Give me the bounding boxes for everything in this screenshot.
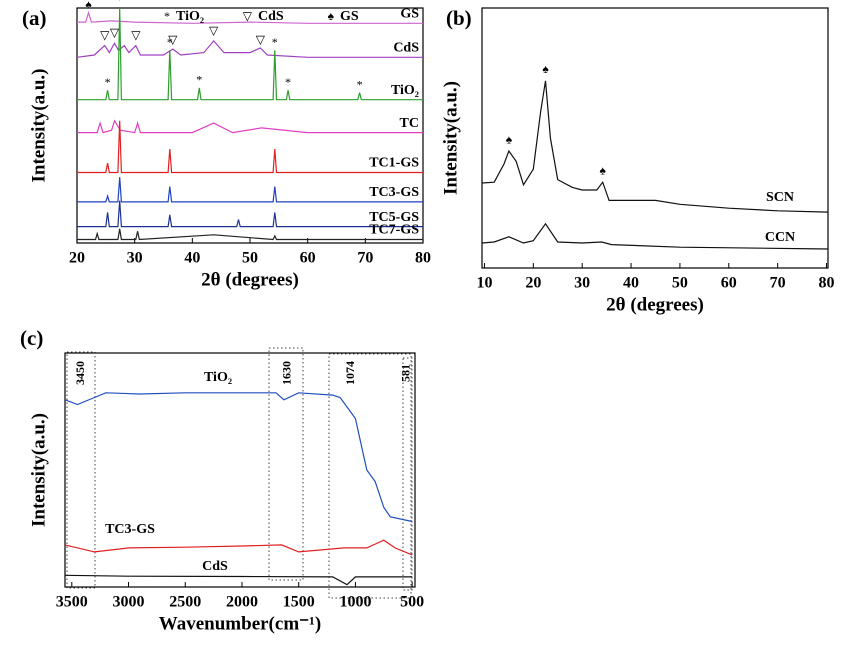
- legend-label: CdS: [258, 9, 284, 24]
- series-label: TiO₂: [391, 83, 419, 98]
- spectrum-line: [76, 39, 423, 58]
- x-axis-title: 2θ (degrees): [201, 269, 299, 290]
- peak-marker: ▽: [100, 28, 110, 42]
- series-label: CdS: [393, 41, 419, 56]
- x-tick-label: 40: [184, 250, 200, 267]
- x-axis-title: 2θ (degrees): [606, 294, 704, 315]
- x-tick-label: 50: [672, 275, 688, 292]
- peak-marker: ▽: [110, 26, 120, 40]
- spectrum-line: [64, 392, 413, 523]
- peak-marker: *: [196, 73, 202, 87]
- legend-label: TiO₂: [176, 9, 204, 24]
- peak-marker: ♠: [506, 132, 513, 146]
- plot-frame: [481, 7, 829, 269]
- peak-label: 1074: [343, 361, 357, 385]
- x-tick-label: 30: [574, 275, 590, 292]
- legend-symbol: ▽: [243, 9, 253, 23]
- spectrum-line: [77, 120, 423, 174]
- peak-marker: *: [117, 0, 123, 7]
- panel-label: (c): [20, 326, 43, 350]
- x-tick-label: 20: [525, 275, 541, 292]
- series-label: TC3-GS: [105, 522, 155, 537]
- peak-marker: ♠: [600, 164, 607, 178]
- x-tick-label: 3500: [56, 594, 88, 611]
- x-tick-label: 10: [476, 275, 492, 292]
- series-label: SCN: [766, 190, 794, 205]
- plot-frame: [64, 352, 416, 588]
- peak-label: 581: [399, 364, 413, 382]
- peak-marker: ♠: [542, 62, 549, 76]
- band-box: [328, 353, 412, 599]
- spectrum-line: [77, 228, 423, 241]
- x-tick-label: 40: [623, 275, 639, 292]
- x-tick-label: 60: [721, 275, 737, 292]
- x-tick-label: 3000: [113, 594, 145, 611]
- series-label: GS: [400, 6, 419, 21]
- series-label: TC7-GS: [369, 223, 419, 238]
- spectrum-line: [64, 539, 413, 556]
- peak-marker: *: [272, 35, 278, 49]
- spectrum-line: [64, 574, 413, 586]
- x-tick-label: 80: [415, 250, 431, 267]
- series-label: TC: [400, 116, 419, 131]
- peak-marker: *: [285, 75, 291, 89]
- series-label: CCN: [765, 230, 795, 245]
- peak-marker: ▽: [256, 33, 266, 47]
- band-box: [402, 357, 413, 591]
- peak-marker: *: [105, 75, 111, 89]
- x-tick-label: 20: [69, 250, 85, 267]
- peak-marker: ▽: [209, 23, 219, 37]
- x-axis-title: Wavenumber(cm⁻¹): [159, 613, 321, 634]
- peak-label: 1630: [280, 361, 294, 385]
- spectrum-line: [481, 222, 829, 250]
- peak-marker: ♠: [85, 0, 92, 11]
- x-tick-label: 70: [357, 250, 373, 267]
- x-tick-label: 2500: [169, 594, 201, 611]
- x-tick-label: 500: [400, 594, 424, 611]
- y-axis-title: Intensity(a.u.): [28, 413, 49, 527]
- spectrum-line: [77, 7, 423, 101]
- panel-label: (a): [22, 6, 47, 30]
- x-tick-label: 70: [770, 275, 786, 292]
- peak-marker: *: [167, 35, 173, 49]
- x-tick-label: 50: [242, 250, 258, 267]
- panel-label: (b): [446, 6, 472, 30]
- x-tick-label: 1500: [283, 594, 315, 611]
- series-label: TC5-GS: [369, 210, 419, 225]
- spectrum-line: [77, 200, 423, 228]
- legend-label: GS: [340, 9, 359, 24]
- x-tick-label: 60: [300, 250, 316, 267]
- x-tick-label: 2000: [226, 594, 258, 611]
- legend-symbol: ♠: [328, 9, 335, 23]
- spectrum-line: [77, 119, 423, 134]
- x-tick-label: 30: [127, 250, 143, 267]
- peak-marker: ▽: [168, 33, 178, 47]
- x-tick-label: 1000: [339, 594, 371, 611]
- spectrum-line: [481, 80, 829, 213]
- peak-label: 3450: [73, 361, 87, 385]
- band-box: [268, 347, 304, 581]
- y-axis-title: Intensity(a.u.): [28, 68, 49, 182]
- spectrum-line: [77, 177, 423, 203]
- series-label: TC1-GS: [369, 156, 419, 171]
- x-tick-label: 80: [819, 275, 835, 292]
- spectrum-line: [77, 10, 423, 24]
- series-label: TC3-GS: [369, 185, 419, 200]
- legend-symbol: *: [164, 9, 170, 23]
- series-label: TiO₂: [204, 370, 232, 385]
- peak-marker: ▽: [131, 28, 141, 42]
- series-label: CdS: [202, 559, 228, 574]
- peak-marker: *: [357, 77, 363, 91]
- y-axis-title: Intensity(a.u.): [440, 81, 461, 195]
